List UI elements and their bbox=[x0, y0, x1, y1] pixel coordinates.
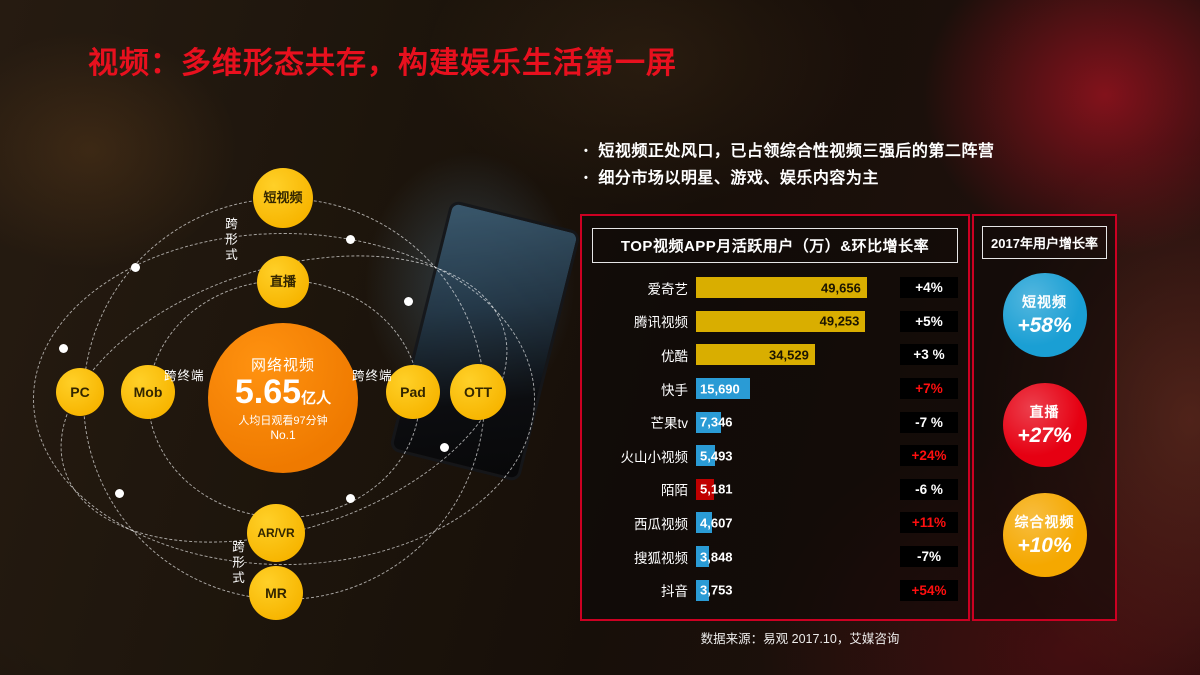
chart-value-label: 34,529 bbox=[769, 347, 809, 363]
chart-growth-label: +3 % bbox=[900, 344, 958, 366]
chart-row: 腾讯视频 49,253 +5% bbox=[592, 306, 958, 336]
chart-value-label: 5,181 bbox=[700, 481, 733, 497]
chart-bar: 49,253 bbox=[696, 310, 866, 332]
center-big-number: 5.65亿人 bbox=[234, 372, 332, 411]
chart-growth-label: +11% bbox=[900, 512, 958, 534]
chart-value-label: 3,753 bbox=[700, 582, 733, 598]
chart-bar-track: 49,656 bbox=[696, 277, 892, 299]
chart-row: 陌陌 5,181 -6 % bbox=[592, 474, 958, 504]
growth-circle-label: 综合视频 bbox=[1014, 514, 1075, 530]
orbit-dot bbox=[440, 443, 449, 452]
chart-category-label: 快手 bbox=[661, 382, 688, 398]
chart-row: 快手 15,690 +7% bbox=[592, 374, 958, 404]
chart-row: 搜狐视频 3,848 -7% bbox=[592, 542, 958, 572]
chart-category-label: 火山小视频 bbox=[620, 449, 689, 465]
node-pc: PC bbox=[56, 368, 104, 416]
growth-circle-label: 短视频 bbox=[1022, 294, 1067, 310]
orbit-dot bbox=[404, 297, 413, 306]
node-live: 直播 bbox=[257, 256, 309, 308]
orbit-dot bbox=[59, 344, 68, 353]
label-cross-format-bottom: 跨形式 bbox=[230, 540, 244, 587]
chart-row: 抖音 3,753 +54% bbox=[592, 575, 958, 605]
chart-bar-track: 34,529 bbox=[696, 344, 892, 366]
chart-bar-track: 15,690 bbox=[696, 378, 892, 400]
chart-category-label: 爱奇艺 bbox=[647, 281, 689, 297]
chart-bar: 49,656 bbox=[696, 277, 867, 299]
chart-category-label: 搜狐视频 bbox=[634, 550, 688, 566]
chart-growth-label: +54% bbox=[900, 579, 958, 601]
chart-bar: 34,529 bbox=[696, 344, 815, 366]
chart-rows: 爱奇艺 49,656 +4% 腾讯视频 49,253 +5% 优酷 34,529 +3 % 快手 1… bbox=[592, 271, 958, 607]
chart-bar-track: 5,493 bbox=[696, 445, 892, 467]
chart-row: 西瓜视频 4,607 +11% bbox=[592, 508, 958, 538]
chart-value-label: 49,253 bbox=[819, 313, 860, 329]
label-cross-device-right: 跨终端 bbox=[352, 369, 393, 383]
node-ar-vr: AR/VR bbox=[247, 504, 305, 562]
chart-category-label: 芒果tv bbox=[650, 416, 688, 432]
growth-circle-value: +10% bbox=[1017, 534, 1072, 557]
chart-bar-track: 3,753 bbox=[696, 579, 892, 601]
chart-growth-label: -7% bbox=[900, 546, 958, 568]
growth-circle-short-video: 短视频 +58% bbox=[1002, 273, 1087, 357]
growth-panel-title: 2017年用户增长率 bbox=[982, 226, 1107, 259]
orbit-dot bbox=[131, 263, 140, 272]
node-pad: Pad bbox=[386, 365, 440, 419]
chart-value-label: 7,346 bbox=[700, 414, 733, 430]
orbit-dot bbox=[346, 494, 355, 503]
chart-bar-track: 3,848 bbox=[696, 546, 892, 568]
growth-circle-live: 直播 +27% bbox=[1002, 383, 1087, 467]
node-ott: OTT bbox=[450, 364, 506, 420]
growth-circle-value: +27% bbox=[1017, 424, 1072, 447]
chart-value-label: 15,690 bbox=[700, 381, 740, 397]
chart-growth-label: +4% bbox=[900, 277, 958, 299]
chart-row: 芒果tv 7,346 -7 % bbox=[592, 407, 958, 437]
chart-row: 爱奇艺 49,656 +4% bbox=[592, 273, 958, 303]
slide-title: 视频：多维形态共存，构建娱乐生活第一屏 bbox=[88, 47, 677, 80]
chart-growth-label: -6 % bbox=[900, 478, 958, 500]
chart-category-label: 陌陌 bbox=[661, 483, 688, 499]
chart-bar-track: 7,346 bbox=[696, 411, 892, 433]
growth-circle-value: +58% bbox=[1017, 314, 1072, 337]
chart-category-label: 西瓜视频 bbox=[634, 516, 688, 532]
chart-category-label: 优酷 bbox=[661, 348, 688, 364]
chart-growth-label: +7% bbox=[900, 378, 958, 400]
growth-rate-panel: 2017年用户增长率 短视频 +58% 直播 +27% 综合视频 +10% bbox=[972, 214, 1117, 621]
bullet-item: 短视频正处风口，已占领综合性视频三强后的第二阵营 bbox=[584, 138, 994, 165]
data-source-caption: 数据来源：易观 2017.10，艾媒咨询 bbox=[700, 632, 900, 646]
node-mr: MR bbox=[249, 566, 303, 620]
chart-category-label: 腾讯视频 bbox=[634, 315, 688, 331]
chart-title: TOP视频APP月活跃用户（万）&环比增长率 bbox=[592, 228, 958, 263]
orbit-dot bbox=[115, 489, 124, 498]
center-rank: No.1 bbox=[270, 428, 296, 443]
chart-category-label: 抖音 bbox=[661, 584, 688, 600]
top-video-app-chart-panel: TOP视频APP月活跃用户（万）&环比增长率 爱奇艺 49,656 +4% 腾讯视频 4… bbox=[580, 214, 970, 621]
chart-growth-label: -7 % bbox=[900, 411, 958, 433]
center-title: 网络视频 bbox=[250, 356, 315, 374]
growth-circles: 短视频 +58% 直播 +27% 综合视频 +10% bbox=[974, 273, 1115, 577]
orbit-dot bbox=[346, 235, 355, 244]
chart-growth-label: +5% bbox=[900, 310, 958, 332]
chart-bar-track: 4,607 bbox=[696, 512, 892, 534]
node-short-video: 短视频 bbox=[253, 168, 313, 228]
bullet-list: 短视频正处风口，已占领综合性视频三强后的第二阵营 细分市场以明星、游戏、娱乐内容… bbox=[584, 138, 994, 192]
chart-row: 火山小视频 5,493 +24% bbox=[592, 441, 958, 471]
chart-value-label: 4,607 bbox=[700, 515, 733, 531]
chart-value-label: 5,493 bbox=[700, 448, 733, 464]
chart-growth-label: +24% bbox=[900, 445, 958, 467]
growth-circle-composite-video: 综合视频 +10% bbox=[1002, 493, 1087, 577]
label-cross-device-left: 跨终端 bbox=[164, 369, 205, 383]
chart-bar-track: 49,253 bbox=[696, 310, 892, 332]
center-subtext: 人均日观看97分钟 bbox=[238, 415, 328, 428]
chart-value-label: 3,848 bbox=[700, 549, 733, 565]
chart-row: 优酷 34,529 +3 % bbox=[592, 340, 958, 370]
chart-value-label: 49,656 bbox=[821, 280, 861, 296]
node-network-video-center: 网络视频 5.65亿人 人均日观看97分钟 No.1 bbox=[208, 323, 358, 473]
growth-circle-label: 直播 bbox=[1029, 404, 1060, 420]
chart-bar-track: 5,181 bbox=[696, 478, 892, 500]
label-cross-format-top: 跨形式 bbox=[223, 217, 237, 264]
bullet-item: 细分市场以明星、游戏、娱乐内容为主 bbox=[584, 165, 994, 192]
